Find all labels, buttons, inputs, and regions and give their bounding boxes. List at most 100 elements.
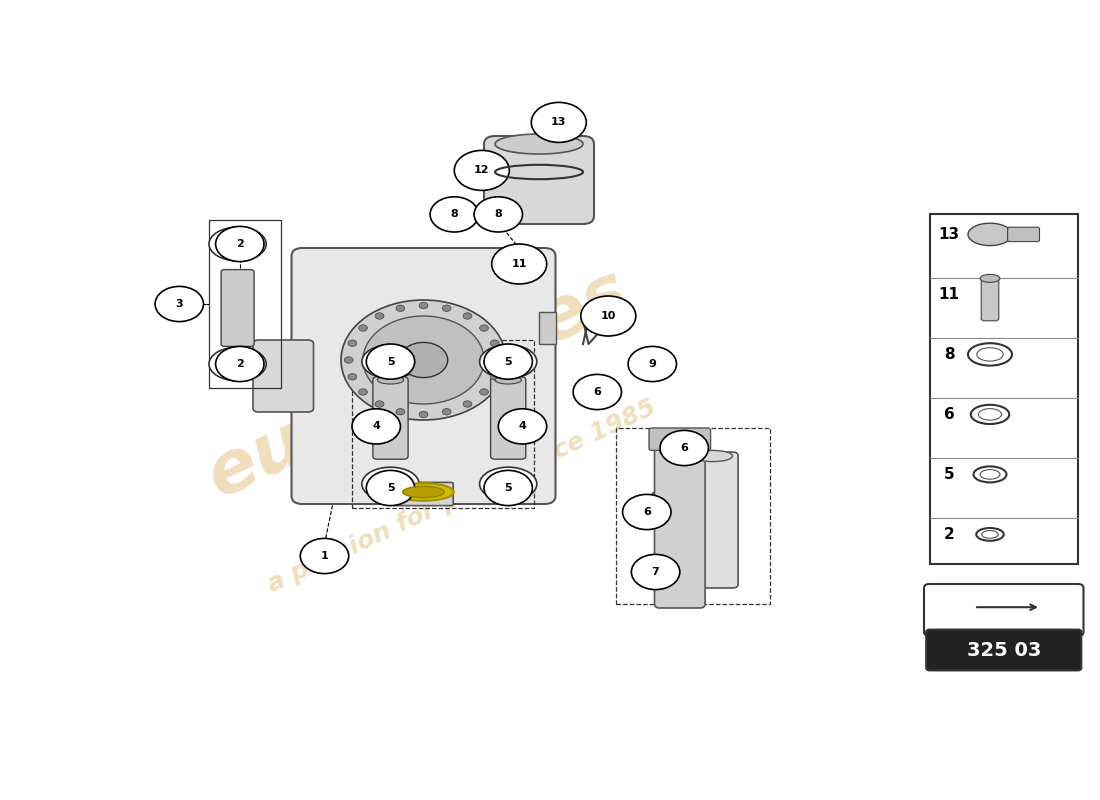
- Ellipse shape: [394, 483, 453, 501]
- Text: 13: 13: [938, 227, 960, 242]
- Text: 5: 5: [505, 357, 512, 366]
- Ellipse shape: [977, 348, 1003, 361]
- Ellipse shape: [981, 530, 999, 538]
- Text: 4: 4: [372, 422, 381, 431]
- FancyBboxPatch shape: [981, 278, 999, 321]
- Circle shape: [628, 346, 676, 382]
- Ellipse shape: [495, 376, 521, 384]
- FancyBboxPatch shape: [926, 630, 1081, 670]
- Text: 6: 6: [593, 387, 602, 397]
- Text: 6: 6: [944, 407, 955, 422]
- Circle shape: [631, 554, 680, 590]
- Ellipse shape: [480, 467, 537, 501]
- Circle shape: [341, 300, 506, 420]
- Circle shape: [581, 296, 636, 336]
- Circle shape: [155, 286, 204, 322]
- Ellipse shape: [660, 446, 700, 458]
- Text: a passion for parts since 1985: a passion for parts since 1985: [264, 395, 660, 597]
- Ellipse shape: [492, 474, 525, 494]
- FancyBboxPatch shape: [539, 312, 556, 344]
- Circle shape: [375, 401, 384, 407]
- Text: 9: 9: [648, 359, 657, 369]
- FancyBboxPatch shape: [253, 340, 313, 412]
- Text: 8: 8: [450, 210, 459, 219]
- Text: 5: 5: [944, 467, 955, 482]
- Ellipse shape: [374, 352, 407, 371]
- Circle shape: [399, 342, 448, 378]
- Ellipse shape: [977, 528, 1003, 541]
- Ellipse shape: [362, 467, 419, 501]
- Circle shape: [498, 409, 547, 444]
- Text: 3: 3: [176, 299, 183, 309]
- Circle shape: [623, 494, 671, 530]
- Text: 2: 2: [944, 527, 955, 542]
- FancyBboxPatch shape: [484, 136, 594, 224]
- FancyBboxPatch shape: [394, 482, 453, 506]
- Text: 325 03: 325 03: [967, 641, 1041, 660]
- Text: 13: 13: [551, 118, 566, 127]
- Circle shape: [573, 374, 622, 410]
- Circle shape: [660, 430, 708, 466]
- Circle shape: [492, 244, 547, 284]
- Ellipse shape: [209, 347, 266, 381]
- Text: 10: 10: [601, 311, 616, 321]
- Text: 5: 5: [505, 483, 512, 493]
- Circle shape: [396, 305, 405, 311]
- Circle shape: [463, 401, 472, 407]
- Ellipse shape: [968, 223, 1012, 246]
- Ellipse shape: [480, 345, 537, 378]
- Circle shape: [419, 411, 428, 418]
- Circle shape: [359, 389, 367, 395]
- Text: 5: 5: [387, 357, 394, 366]
- Text: 4: 4: [518, 422, 527, 431]
- Text: 6: 6: [680, 443, 689, 453]
- Ellipse shape: [970, 405, 1010, 424]
- Circle shape: [494, 357, 503, 363]
- FancyBboxPatch shape: [292, 248, 556, 504]
- Circle shape: [363, 316, 484, 404]
- Ellipse shape: [980, 470, 1000, 479]
- Circle shape: [359, 325, 367, 331]
- Circle shape: [366, 344, 415, 379]
- Circle shape: [344, 357, 353, 363]
- Ellipse shape: [403, 486, 444, 498]
- FancyBboxPatch shape: [373, 377, 408, 459]
- Circle shape: [491, 340, 499, 346]
- Ellipse shape: [362, 345, 419, 378]
- Ellipse shape: [968, 343, 1012, 366]
- FancyBboxPatch shape: [221, 270, 254, 346]
- Circle shape: [442, 305, 451, 311]
- Text: 11: 11: [512, 259, 527, 269]
- Circle shape: [348, 374, 356, 380]
- Ellipse shape: [979, 409, 1002, 420]
- Circle shape: [366, 470, 415, 506]
- Ellipse shape: [221, 234, 254, 254]
- Ellipse shape: [495, 134, 583, 154]
- Text: 12: 12: [474, 166, 490, 175]
- Circle shape: [484, 344, 532, 379]
- Ellipse shape: [377, 376, 404, 384]
- Circle shape: [348, 340, 356, 346]
- Circle shape: [375, 313, 384, 319]
- Ellipse shape: [980, 274, 1000, 282]
- Ellipse shape: [209, 227, 266, 261]
- Circle shape: [396, 409, 405, 415]
- Circle shape: [419, 302, 428, 309]
- Text: 11: 11: [938, 287, 960, 302]
- Text: 2: 2: [235, 359, 244, 369]
- Circle shape: [463, 313, 472, 319]
- FancyBboxPatch shape: [649, 428, 711, 450]
- Circle shape: [300, 538, 349, 574]
- Circle shape: [352, 409, 400, 444]
- Circle shape: [484, 470, 532, 506]
- Circle shape: [480, 325, 488, 331]
- Circle shape: [491, 374, 499, 380]
- Text: 8: 8: [944, 347, 955, 362]
- FancyBboxPatch shape: [924, 584, 1084, 636]
- Circle shape: [216, 226, 264, 262]
- Ellipse shape: [374, 474, 407, 494]
- Circle shape: [442, 409, 451, 415]
- Ellipse shape: [492, 352, 525, 371]
- Circle shape: [454, 150, 509, 190]
- Ellipse shape: [693, 450, 733, 462]
